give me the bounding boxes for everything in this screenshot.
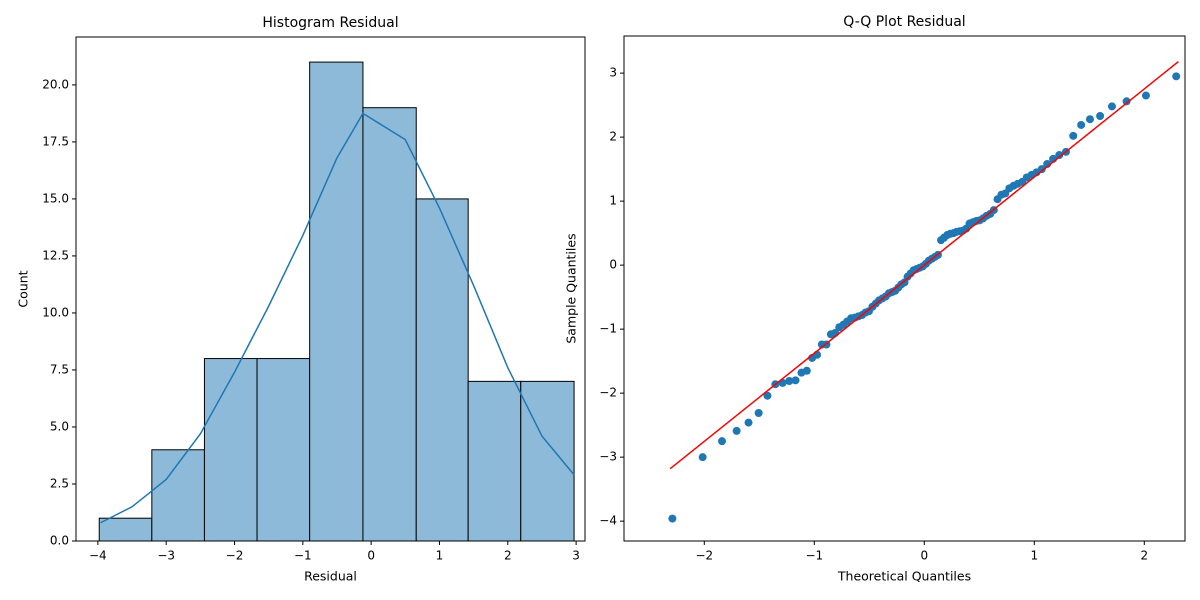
x-tick-label: −1 [805, 549, 823, 563]
qq-point [763, 391, 772, 400]
histogram-bar [467, 380, 522, 542]
qq-point [668, 514, 677, 523]
chart-title: Histogram Residual [262, 15, 398, 31]
y-tick-label: −1 [599, 322, 617, 336]
qq-point [1037, 165, 1046, 174]
qq-point [802, 366, 811, 375]
qq-point [754, 408, 763, 417]
x-tick-label: −1 [294, 549, 312, 563]
y-tick-label: 12.5 [42, 248, 69, 262]
qq-point [785, 376, 794, 385]
x-axis-label: Theoretical Quantiles [837, 569, 971, 584]
y-tick-label: 15.0 [42, 191, 69, 205]
x-tick-label: −2 [226, 549, 244, 563]
histogram-bar [309, 61, 364, 542]
x-tick-label: −3 [157, 549, 175, 563]
y-tick-label: 1 [609, 194, 617, 208]
x-tick-label: 2 [504, 549, 512, 563]
y-tick-label: −2 [599, 386, 617, 400]
histogram-bar [520, 380, 575, 542]
y-tick-label: 5.0 [50, 419, 69, 433]
qq-point [791, 376, 800, 385]
qq-point [1069, 131, 1078, 140]
y-tick-label: −3 [599, 450, 617, 464]
qq-point [1055, 151, 1064, 160]
histogram-bar [415, 198, 469, 542]
axes-frame [623, 35, 1186, 542]
kde-curve [100, 112, 575, 524]
qq-point [1172, 72, 1181, 81]
x-axis-label: Residual [304, 569, 357, 584]
x-tick-label: 2 [1140, 549, 1148, 563]
y-tick-label: 0 [609, 258, 617, 272]
axes-frame [75, 36, 586, 542]
histogram-bar [203, 358, 258, 542]
qq-point [1122, 97, 1131, 106]
y-tick-label: 3 [609, 66, 617, 80]
y-tick-label: 20.0 [42, 77, 69, 91]
histogram-bar [151, 449, 205, 542]
y-tick-label: 17.5 [42, 134, 69, 148]
qq-point [718, 437, 727, 446]
qq-point [732, 426, 741, 435]
qq-point [744, 418, 753, 427]
x-tick-label: 3 [572, 549, 580, 563]
y-tick-label: −4 [599, 514, 617, 528]
qq-point [1096, 112, 1105, 121]
qq-point [1107, 102, 1116, 111]
x-tick-label: −2 [695, 549, 713, 563]
y-tick-label: 0.0 [50, 534, 69, 548]
x-tick-label: −4 [89, 549, 107, 563]
y-axis-label: Count [16, 270, 31, 307]
x-tick-label: 1 [1030, 549, 1038, 563]
qq-point [1077, 120, 1086, 129]
y-tick-label: 10.0 [42, 305, 69, 319]
histogram-bar [98, 517, 153, 542]
histogram-bar [362, 107, 417, 542]
y-tick-label: 2 [609, 130, 617, 144]
qq-point [698, 453, 707, 462]
x-tick-label: 0 [920, 549, 928, 563]
x-tick-label: 0 [367, 549, 375, 563]
reference-line [669, 61, 1179, 470]
qq-point [1085, 115, 1094, 124]
y-tick-label: 7.5 [50, 362, 69, 376]
histogram-bar [256, 358, 311, 542]
y-axis-label: Sample Quantiles [564, 233, 579, 343]
chart-title: Q-Q Plot Residual [843, 14, 965, 30]
x-tick-label: 1 [436, 549, 444, 563]
qq-point [1141, 91, 1150, 100]
y-tick-label: 2.5 [50, 476, 69, 490]
